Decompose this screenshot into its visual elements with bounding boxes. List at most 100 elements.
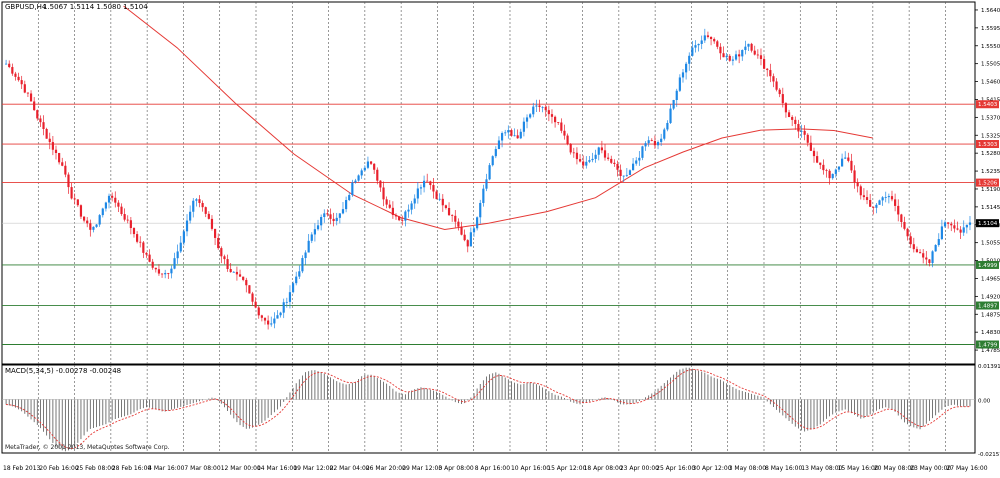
bull-candle-body: [170, 268, 173, 274]
bear-candle-body: [394, 215, 398, 217]
bear-candle-body: [750, 43, 753, 51]
bear-candle-body: [856, 182, 859, 187]
bull-candle-body: [500, 133, 504, 141]
bear-candle-body: [198, 199, 201, 203]
bear-candle-body: [89, 223, 92, 230]
grid: [1, 1, 976, 454]
bear-candle-body: [959, 229, 962, 233]
bear-candle-body: [603, 150, 607, 158]
bear-candle-body: [145, 252, 148, 255]
bull-candle-body: [179, 242, 182, 252]
bear-candle-body: [557, 122, 560, 123]
bear-candle-body: [67, 174, 70, 188]
bull-candle-body: [276, 315, 279, 319]
price-tags: 1.5403 1.5303 1.5206 1.4999 1.4897 1.4799 1.51…: [976, 100, 999, 349]
bear-candle-body: [466, 240, 469, 247]
support-level-label: 1.4999: [978, 263, 998, 269]
bear-candle-body: [806, 134, 809, 143]
bear-candle-body: [828, 170, 831, 179]
bear-candle-body: [763, 59, 766, 69]
chart-symbol-label: GBPUSD,H4: [5, 3, 47, 11]
bull-candle-body: [354, 180, 357, 183]
bull-candle-body: [320, 216, 323, 226]
bear-candle-body: [432, 185, 435, 192]
y-tick-label: 1.5145: [981, 205, 1000, 211]
y-tick-label: 1.5370: [981, 115, 1000, 121]
bear-candle-body: [329, 214, 332, 219]
macd-y-tick-label: 0.01391: [978, 364, 1000, 370]
bear-candle-body: [220, 248, 223, 257]
bear-candle-body: [787, 112, 791, 118]
bear-candle-body: [728, 55, 731, 61]
bull-candle-body: [884, 197, 887, 198]
bear-candle-body: [822, 164, 825, 171]
bull-candle-body: [741, 50, 744, 57]
bear-candle-body: [82, 216, 86, 221]
bear-candle-body: [713, 39, 716, 42]
bull-candle-body: [491, 156, 494, 166]
bear-candle-body: [791, 117, 794, 120]
bull-candle-body: [535, 105, 538, 107]
bull-candle-body: [943, 222, 947, 227]
bear-candle-body: [54, 149, 58, 153]
bull-candle-body: [310, 234, 313, 241]
bull-candle-body: [279, 312, 282, 316]
bull-candle-body: [404, 211, 407, 221]
bull-candle-body: [307, 240, 310, 253]
support-level-tag: [976, 260, 999, 269]
x-tick-label: 18 Apr 08:00: [584, 465, 623, 472]
bear-candle-body: [70, 187, 73, 199]
x-tick-label: 18 Feb 2013: [3, 465, 41, 472]
bull-candle-body: [968, 222, 972, 225]
bear-candle-body: [809, 142, 812, 151]
x-tick-label: 28 Feb 16:00: [112, 465, 152, 472]
bull-candle-body: [691, 47, 694, 56]
bear-candle-body: [582, 161, 585, 166]
bear-candle-body: [900, 214, 903, 223]
bull-candle-body: [937, 239, 940, 245]
bull-candle-body: [734, 54, 738, 60]
macd-label: MACD(5,34,5) -0.00278 -0.00248: [5, 367, 121, 375]
bear-candle-body: [58, 152, 61, 163]
x-tick-label: 10 Apr 16:00: [511, 465, 550, 472]
bear-candle-body: [719, 46, 722, 54]
y-tick-label: 1.5235: [981, 169, 1000, 175]
bear-candle-body: [36, 110, 39, 119]
bull-candle-body: [513, 135, 516, 137]
bear-candle-body: [510, 130, 513, 136]
bull-candle-body: [185, 220, 189, 232]
bear-candle-body: [894, 199, 897, 206]
bear-candle-body: [812, 150, 816, 157]
bull-candle-body: [594, 154, 597, 159]
bull-candle-body: [98, 215, 101, 225]
bull-candle-body: [192, 200, 195, 212]
x-tick-label: 15 Apr 12:00: [547, 465, 586, 472]
bear-candle-body: [457, 221, 460, 227]
bull-candle-body: [644, 143, 647, 147]
bull-candle-body: [625, 174, 628, 176]
bull-candle-body: [585, 161, 588, 166]
bear-candle-body: [560, 122, 563, 131]
bear-candle-body: [332, 218, 335, 222]
bear-candle-body: [550, 114, 554, 117]
bear-candle-body: [563, 130, 566, 136]
bull-candle-body: [700, 40, 703, 44]
bear-candle-body: [869, 200, 872, 207]
bear-candle-body: [379, 180, 382, 188]
bear-candle-body: [797, 124, 800, 132]
bear-candle-body: [398, 216, 401, 221]
bear-candle-body: [463, 234, 466, 241]
bear-candle-body: [217, 237, 220, 249]
bear-candle-body: [429, 181, 432, 186]
bear-candle-body: [653, 140, 657, 146]
bull-candle-body: [525, 117, 529, 122]
bear-candle-body: [775, 81, 778, 90]
bear-candle-body: [803, 130, 806, 135]
x-tick-label: 13 May 08:00: [801, 465, 842, 472]
bull-candle-body: [666, 122, 669, 130]
x-tick-label: 19 Mar 12:00: [293, 465, 333, 472]
bear-candle-body: [716, 41, 719, 47]
bear-candle-body: [254, 301, 257, 308]
bear-candle-body: [376, 169, 379, 181]
